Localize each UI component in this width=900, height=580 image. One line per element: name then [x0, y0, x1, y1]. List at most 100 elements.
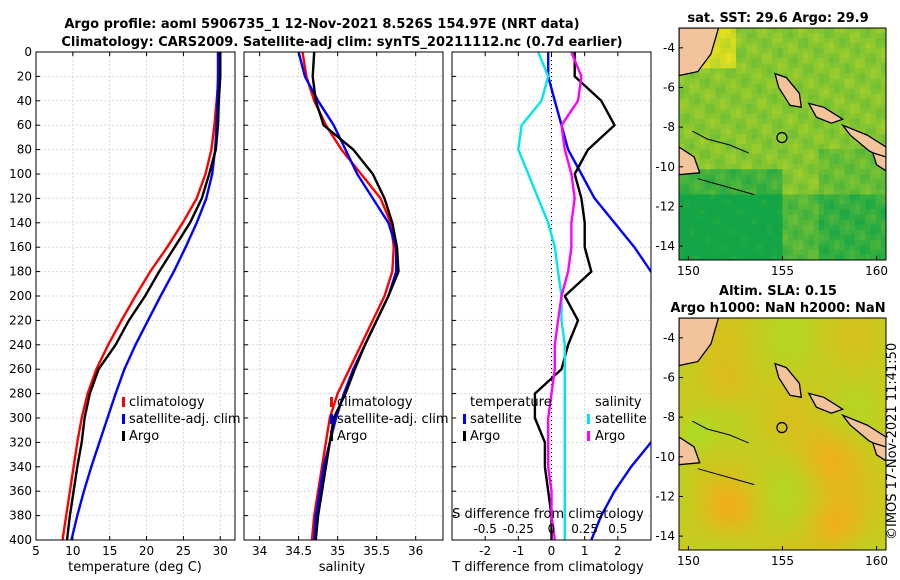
map-cell [720, 484, 727, 491]
map-cell [766, 524, 773, 531]
map-cell [772, 464, 778, 470]
map-cell [725, 423, 732, 430]
map-cell [839, 459, 846, 465]
map-cell [679, 423, 685, 430]
map-cell [787, 133, 794, 140]
map-cell [679, 229, 685, 236]
map-cell [689, 254, 696, 260]
map-cell [689, 529, 696, 536]
map-cell [679, 519, 685, 526]
map-cell [880, 333, 886, 339]
map-cell [751, 378, 758, 385]
map-cell [849, 154, 856, 160]
map-cell [834, 529, 841, 536]
map-cell [684, 539, 690, 546]
map-cell [803, 459, 809, 465]
map-cell [699, 174, 706, 180]
map-cell [782, 184, 789, 190]
map-cell [860, 454, 866, 460]
map-cell [777, 449, 784, 455]
map-cell [875, 73, 882, 80]
map-cell [870, 544, 877, 550]
map-cell [834, 499, 841, 506]
map-cell [849, 159, 856, 165]
map-cell [839, 469, 846, 475]
map-cell [818, 179, 825, 185]
map-cell [715, 423, 721, 430]
map-cell [782, 333, 789, 339]
map-cell [844, 144, 851, 150]
map-cell [798, 403, 804, 410]
map-cell [798, 53, 804, 59]
map-cell [730, 403, 737, 410]
map-cell [792, 398, 799, 405]
map-cell [689, 423, 696, 430]
map-cell [798, 93, 804, 100]
map-cell [699, 393, 706, 400]
map-cell [813, 464, 820, 470]
map-cell [813, 428, 820, 435]
map-cell [880, 529, 886, 536]
map-cell [679, 514, 685, 521]
map-cell [870, 224, 877, 231]
map-cell [813, 413, 820, 420]
map-cell [787, 418, 794, 425]
map-cell [756, 219, 763, 226]
map-cell [766, 333, 773, 339]
map-cell [710, 358, 716, 364]
map-cell [772, 43, 778, 49]
map-cell [792, 179, 799, 185]
map-cell [725, 229, 732, 236]
legend-climatology: climatology [129, 395, 205, 410]
map-cell [730, 363, 737, 370]
map-cell [741, 128, 747, 135]
map-cell [735, 534, 742, 541]
map-cell [808, 43, 815, 49]
map-cell [720, 469, 727, 475]
map-cell [679, 244, 685, 251]
map-cell [875, 98, 882, 105]
map-cell [710, 73, 716, 80]
map-cell [834, 174, 841, 180]
map-cell [803, 469, 809, 475]
map-cell [715, 373, 721, 380]
map-cell [844, 234, 851, 241]
map-cell [787, 318, 794, 324]
map-cell [849, 219, 856, 226]
map-cell [730, 353, 737, 359]
map-cell [684, 378, 690, 385]
map-cell [813, 244, 820, 251]
map-cell [860, 73, 866, 80]
map-cell [761, 234, 768, 241]
map-cell [710, 418, 716, 425]
map-cell [844, 118, 851, 125]
map-cell [823, 154, 830, 160]
map-cell [699, 514, 706, 521]
map-cell [730, 118, 737, 125]
map-cell [792, 403, 799, 410]
map-cell [746, 194, 753, 201]
map-cell [798, 229, 804, 236]
map-cell [772, 179, 778, 185]
map-cell [808, 348, 815, 354]
map-cell [813, 494, 820, 501]
map-cell [782, 234, 789, 241]
map-cell [684, 73, 690, 80]
map-cell [741, 504, 747, 511]
map-cell [849, 469, 856, 475]
map-cell [725, 514, 732, 521]
map-cell [854, 328, 861, 334]
map-cell [730, 53, 737, 59]
map-cell [870, 209, 877, 216]
map-cell [844, 244, 851, 251]
map-cell [844, 388, 851, 395]
map-cell [839, 239, 846, 246]
map-cell [844, 254, 851, 260]
map-cell [777, 113, 784, 120]
series-group [517, 52, 651, 540]
map-cell [803, 439, 809, 445]
map-cell [834, 164, 841, 170]
map-cell [715, 418, 721, 425]
map-cell [880, 318, 886, 324]
map-cell [818, 328, 825, 334]
